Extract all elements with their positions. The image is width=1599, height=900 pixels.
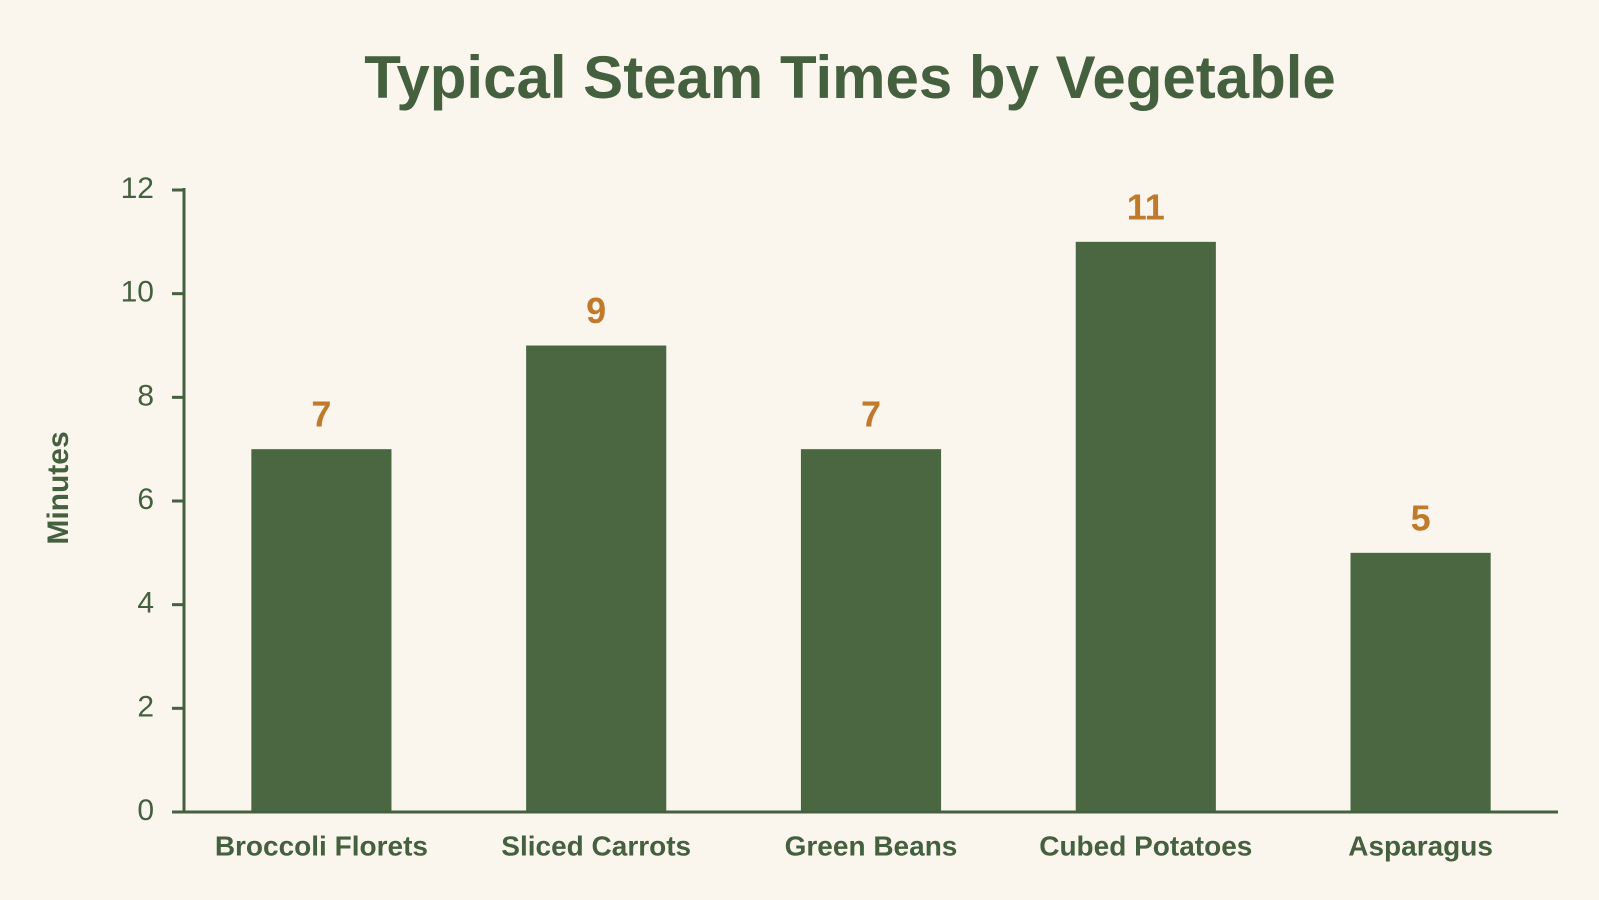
bar (1350, 552, 1491, 812)
y-tick-label: 8 (137, 379, 154, 412)
x-tick-label: Green Beans (785, 830, 958, 861)
bar (800, 449, 942, 812)
chart-title: Typical Steam Times by Vegetable (364, 44, 1336, 111)
value-label: 11 (1127, 186, 1165, 227)
value-label: 7 (311, 394, 331, 435)
x-tick-label: Broccoli Florets (215, 830, 428, 861)
x-tick-label: Cubed Potatoes (1039, 830, 1252, 861)
bar (251, 449, 392, 812)
y-tick-label: 4 (137, 587, 154, 620)
y-tick-label: 12 (121, 172, 154, 205)
y-axis-label: Minutes (42, 431, 75, 544)
value-label: 5 (1411, 497, 1431, 538)
x-tick-label: Sliced Carrots (501, 830, 691, 861)
value-label: 7 (861, 394, 881, 435)
value-label: 9 (586, 290, 606, 331)
bar (526, 345, 667, 812)
y-tick-label: 0 (137, 794, 154, 827)
y-tick-label: 2 (137, 690, 154, 723)
bar (1075, 241, 1216, 813)
x-tick-label: Asparagus (1348, 830, 1493, 861)
y-tick-label: 10 (121, 276, 154, 309)
y-tick-label: 6 (137, 483, 154, 516)
